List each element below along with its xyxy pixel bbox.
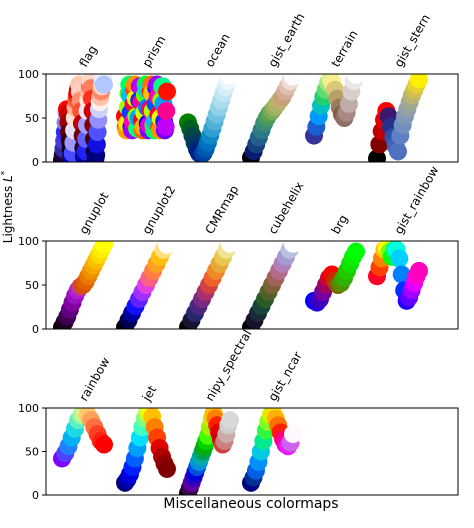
lightness-point	[389, 142, 407, 161]
y-tick-label: 0	[32, 323, 39, 336]
x-axis-label: Miscellaneous colormaps	[163, 496, 338, 512]
colormap-label-CMRmap: CMRmap	[202, 183, 241, 237]
lightness-point	[390, 249, 409, 268]
colormap-series-gnuplot2	[116, 241, 176, 329]
colormap-series-gnuplot	[53, 241, 113, 329]
lightness-point	[158, 241, 176, 254]
axes-panel-2: gnuplot gnuplot2 CMRmap cubehelix brg gist_ra…	[18, 164, 459, 336]
colormap-label-gist_earth: gist_earth	[265, 11, 307, 70]
colormap-label-gist_stern: gist_stern	[391, 12, 432, 70]
lightness-point	[221, 241, 239, 253]
lightness-point	[284, 241, 302, 253]
lightness-point	[157, 101, 176, 120]
colormap-series-jet	[116, 408, 176, 492]
y-axis-label-superscript: *	[0, 170, 10, 175]
lightness-point	[284, 74, 302, 86]
colormap-label-nipy_spectral: nipy_spectral	[202, 327, 254, 403]
colormap-label-ocean: ocean	[202, 31, 232, 69]
colormap-series-gist_earth	[242, 74, 302, 162]
y-tick-label: 100	[18, 402, 39, 415]
plot-area	[53, 241, 428, 329]
y-axis-label: Lightness L*	[0, 170, 15, 243]
lightness-point	[284, 425, 302, 444]
colormap-label-jet: jet	[139, 383, 159, 404]
colormap-series-terrain	[305, 74, 365, 145]
colormap-label-flag: flag	[76, 43, 99, 70]
y-tick-label: 100	[18, 235, 39, 248]
lightness-point	[410, 261, 428, 280]
lightness-point	[158, 459, 176, 478]
lightness-point	[221, 411, 239, 430]
y-axis-label-text: Lightness	[1, 182, 15, 243]
lightness-point	[221, 74, 239, 85]
colormap-label-gist_ncar: gist_ncar	[265, 349, 304, 403]
y-tick-label: 0	[32, 156, 39, 169]
colormap-label-prism: prism	[139, 33, 168, 69]
lightness-point	[347, 242, 365, 261]
colormap-label-gnuplot: gnuplot	[76, 190, 111, 237]
colormap-series-cubehelix	[242, 241, 302, 329]
axes-panel-1: flag prism ocean gist_earth terrain gist_ster…	[18, 11, 459, 169]
lightness-point	[410, 74, 428, 89]
colormap-label-gnuplot2: gnuplot2	[139, 183, 178, 236]
colormap-series-rainbow	[53, 408, 113, 468]
colormap-label-brg: brg	[328, 212, 350, 236]
plot-area	[53, 408, 302, 495]
colormap-series-flag	[53, 74, 113, 162]
lightness-point	[347, 74, 365, 84]
plot-area	[53, 74, 428, 162]
colormap-label-cubehelix: cubehelix	[265, 179, 306, 236]
lightness-point	[156, 117, 175, 136]
y-axis-label-symbol: L	[1, 175, 15, 182]
lightness-point	[158, 82, 176, 101]
colormap-series-CMRmap	[179, 241, 239, 329]
colormap-series-gist_ncar	[242, 408, 302, 492]
colormap-label-rainbow: rainbow	[76, 355, 112, 404]
colormap-series-gist_rainbow	[368, 241, 428, 310]
y-tick-label: 50	[25, 279, 39, 292]
y-tick-label: 50	[25, 446, 39, 459]
y-tick-label: 0	[32, 489, 39, 502]
colormap-series-brg	[305, 242, 365, 312]
colormap-series-prism	[116, 75, 176, 140]
y-tick-label: 50	[25, 112, 39, 125]
lightness-point	[95, 241, 113, 254]
colormap-label-gist_rainbow: gist_rainbow	[391, 164, 441, 237]
y-tick-label: 100	[18, 68, 39, 81]
lightness-point	[95, 75, 113, 94]
colormap-series-nipy_spectral	[179, 408, 239, 495]
colormap-label-terrain: terrain	[328, 28, 360, 70]
colormap-series-ocean	[179, 74, 239, 162]
lightness-point	[95, 435, 113, 454]
axes-panel-3: rainbow jet nipy_spectral gist_ncar 0 50 100	[18, 327, 459, 502]
colormap-series-gist_stern	[368, 74, 428, 162]
